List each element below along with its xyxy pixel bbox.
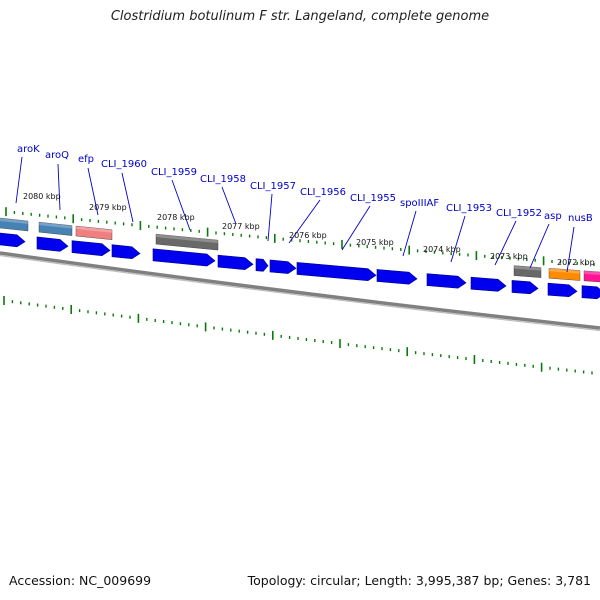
callout-line [57,163,61,211]
page-title: Clostridium botulinum F str. Langeland, … [110,9,490,24]
gene-block [583,270,600,283]
cds-arrow [217,254,254,270]
gene-label-asp[interactable]: asp [544,211,562,222]
kbp-label: 2078 kbp [157,213,195,222]
gene-block [75,225,113,240]
cds-arrow [296,262,377,281]
kbp-label: 2074 kbp [423,245,461,254]
gene-block-highlight [39,222,72,229]
callout-line [402,210,417,257]
gene-label-aroQ[interactable]: aroQ [45,150,69,161]
gene-label-efp[interactable]: efp [78,154,94,165]
gene-block [548,268,581,281]
topology-label: Topology: circular; Length: 3,995,387 bp… [247,573,591,588]
callout-line [87,167,99,216]
callout-line [529,223,550,269]
gene-label-nusB[interactable]: nusB [568,213,593,224]
kbp-label: 2073 kbp [490,252,528,261]
cds-arrow [152,248,216,267]
gene-label-CLI_1953[interactable]: CLI_1953 [446,203,492,214]
gene-label-CLI_1955[interactable]: CLI_1955 [350,193,396,204]
inner-tick-ring [3,296,593,375]
genome-backbone [0,251,600,330]
cds-arrow [0,232,26,248]
gene-block [38,221,73,236]
gene-callouts [15,156,575,273]
callout-line [450,215,466,263]
callout-line [494,220,517,266]
cds-arrow [111,244,141,260]
cds-arrow [255,258,269,272]
gene-label-CLI_1959[interactable]: CLI_1959 [151,167,197,178]
gene-label-aroK[interactable]: aroK [17,144,40,155]
cds-arrow [36,236,69,252]
gene-block [513,265,542,278]
gene-block-highlight [0,217,28,224]
kbp-label: 2080 kbp [23,192,61,201]
callout-line [267,193,273,242]
callout-line [121,172,134,223]
callout-line [566,226,575,273]
gene-label-CLI_1958[interactable]: CLI_1958 [200,174,246,185]
gene-block-highlight [156,234,218,244]
gene-block [155,233,219,251]
kbp-label: 2079 kbp [89,203,127,212]
gene-block-highlight [76,226,112,233]
cds-arrow [426,273,467,289]
callout-line [15,156,23,204]
gene-label-CLI_1960[interactable]: CLI_1960 [101,159,147,170]
callout-line [341,205,371,251]
callout-line [221,186,237,225]
cds-arrow [71,240,111,257]
gene-label-CLI_1957[interactable]: CLI_1957 [250,181,296,192]
cds-arrow [511,280,539,295]
cds-arrow [581,285,600,300]
feature-track [0,217,600,300]
gene-label-spoIIIAF[interactable]: spoIIIAF [400,198,439,209]
kbp-label: 2076 kbp [289,231,327,240]
callout-line [171,179,191,231]
gene-block-highlight [584,270,600,275]
cds-arrow [269,259,297,274]
cds-arrow [470,276,507,292]
gene-block [0,217,29,232]
callout-line [288,199,321,244]
genome-backbone-shadow [0,254,600,332]
gene-block-highlight [549,268,580,274]
accession-label: Accession: NC_009699 [9,573,152,588]
gene-label-CLI_1952[interactable]: CLI_1952 [496,208,542,219]
kbp-label: 2077 kbp [222,222,260,231]
cds-arrow [376,269,418,285]
cds-arrow [547,282,578,298]
gene-block-highlight [514,265,541,271]
kbp-label: 2075 kbp [356,238,394,247]
kbp-label: 2072 kbp [557,258,595,267]
gene-label-CLI_1956[interactable]: CLI_1956 [300,187,346,198]
